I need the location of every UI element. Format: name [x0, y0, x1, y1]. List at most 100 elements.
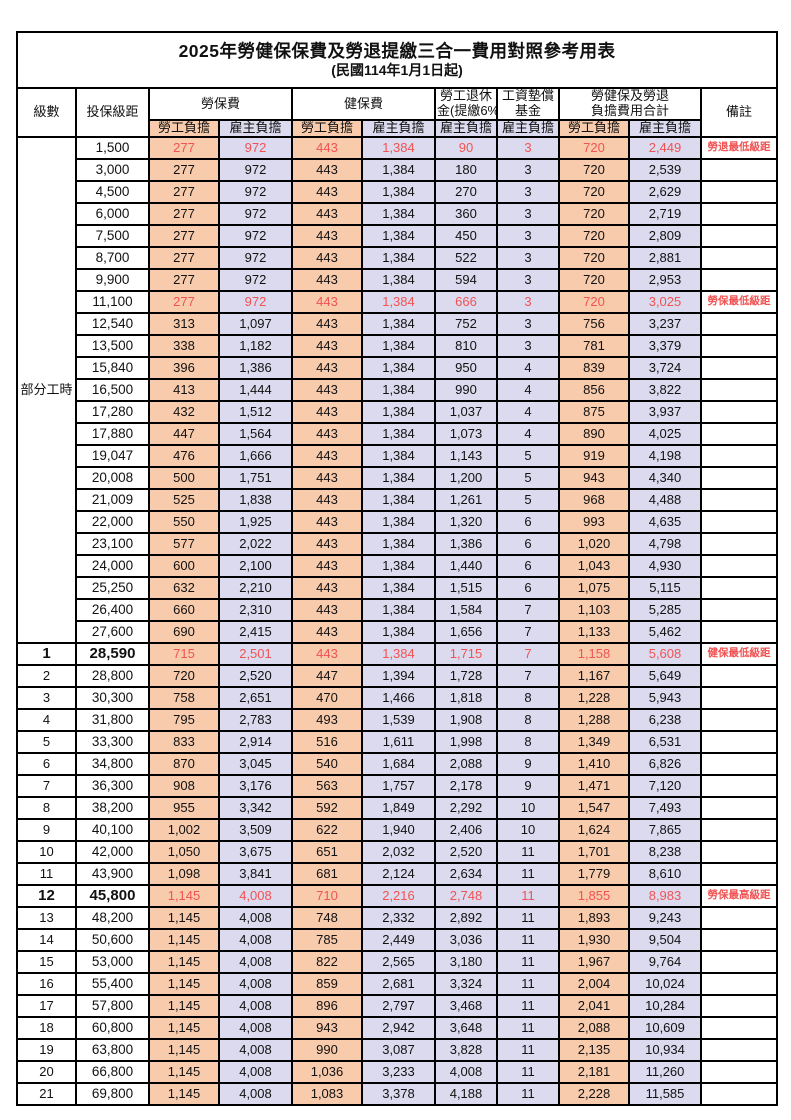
value-cell: 3: [496, 158, 560, 182]
value-cell: 10,024: [628, 972, 702, 996]
value-cell: 2,332: [361, 906, 436, 930]
value-cell: 1,349: [558, 730, 630, 754]
table-row: 5 33,300 833 2,914 516 1,611 1,998 8 1,349 6,531: [16, 730, 779, 754]
value-cell: 1,145: [148, 1038, 220, 1062]
remark-cell: [699, 180, 779, 204]
value-cell: 11: [496, 884, 560, 908]
value-cell: 632: [148, 576, 220, 600]
table-row: 6,000 277 972 443 1,384 360 3 720 2,719: [17, 202, 779, 226]
value-cell: 1,098: [148, 862, 220, 886]
value-cell: 715: [148, 642, 220, 666]
bracket-cell: 23,100: [75, 532, 150, 556]
value-cell: 1,925: [218, 510, 293, 534]
table-row: 13,500 338 1,182 443 1,384 810 3 781 3,379: [17, 334, 779, 358]
value-cell: 10: [496, 796, 560, 820]
value-cell: 3,675: [218, 840, 293, 864]
value-cell: 7: [496, 642, 560, 666]
bracket-cell: 12,540: [75, 312, 150, 336]
bracket-cell: 16,500: [75, 378, 150, 402]
value-cell: 4,488: [628, 488, 702, 512]
value-cell: 3: [496, 312, 560, 336]
value-cell: 11: [496, 972, 560, 996]
table-row: 6 34,800 870 3,045 540 1,684 2,088 9 1,410 6,826: [16, 752, 779, 776]
value-cell: 4,025: [628, 422, 702, 446]
value-cell: 443: [291, 356, 363, 380]
value-cell: 943: [558, 466, 630, 490]
value-cell: 690: [148, 620, 220, 644]
header-row-3: 勞工負擔 雇主負擔 勞工負擔 雇主負擔 雇主負擔 雇主負擔 勞工負擔 雇主負擔: [17, 119, 777, 138]
value-cell: 919: [558, 444, 630, 468]
remark-cell: [699, 1038, 779, 1062]
value-cell: 1,384: [361, 422, 436, 446]
value-cell: 4: [496, 422, 560, 446]
bracket-cell: 31,800: [75, 708, 150, 732]
value-cell: 277: [148, 290, 220, 314]
col-header-remarks: 備註: [699, 87, 779, 138]
bracket-cell: 53,000: [75, 950, 150, 974]
value-cell: 3,342: [218, 796, 293, 820]
value-cell: 1,050: [148, 840, 220, 864]
value-cell: 839: [558, 356, 630, 380]
value-cell: 8,610: [628, 862, 702, 886]
remark-cell: [699, 378, 779, 402]
value-cell: 2,124: [361, 862, 436, 886]
value-cell: 3,180: [434, 950, 498, 974]
subheader-health-employer: 雇主負擔: [361, 119, 436, 138]
value-cell: 1,547: [558, 796, 630, 820]
value-cell: 4,008: [434, 1060, 498, 1084]
value-cell: 1,893: [558, 906, 630, 930]
value-cell: 972: [218, 246, 293, 270]
value-cell: 2,310: [218, 598, 293, 622]
value-cell: 1,751: [218, 466, 293, 490]
table-row: 22,000 550 1,925 443 1,384 1,320 6 993 4,635: [17, 510, 779, 534]
value-cell: 660: [148, 598, 220, 622]
value-cell: 1,384: [361, 466, 436, 490]
value-cell: 443: [291, 158, 363, 182]
value-cell: 1,083: [291, 1082, 363, 1106]
table-row: 24,000 600 2,100 443 1,384 1,440 6 1,043 4,930: [17, 554, 779, 578]
value-cell: 1,564: [218, 422, 293, 446]
level-cell: 17: [16, 994, 77, 1018]
value-cell: 443: [291, 422, 363, 446]
value-cell: 2,449: [361, 928, 436, 952]
value-cell: 3: [496, 268, 560, 292]
value-cell: 1,073: [434, 422, 498, 446]
value-cell: 11: [496, 1038, 560, 1062]
table-title-block: 2025年勞健保保費及勞退提繳三合一費用對照參考用表 (民國114年1月1日起): [15, 31, 779, 89]
value-cell: 1,133: [558, 620, 630, 644]
level-cell: 10: [16, 840, 77, 864]
value-cell: 955: [148, 796, 220, 820]
remark-cell: [699, 994, 779, 1018]
value-cell: 2,216: [361, 884, 436, 908]
subheader-total-employee: 勞工負擔: [558, 119, 630, 138]
value-cell: 6: [496, 510, 560, 534]
table-row: 8,700 277 972 443 1,384 522 3 720 2,881: [17, 246, 779, 270]
bracket-cell: 48,200: [75, 906, 150, 930]
bracket-cell: 36,300: [75, 774, 150, 798]
value-cell: 972: [218, 202, 293, 226]
bracket-cell: 11,100: [75, 290, 150, 314]
value-cell: 758: [148, 686, 220, 710]
value-cell: 396: [148, 356, 220, 380]
col-header-wage-fund-line2: 基金: [496, 104, 560, 121]
value-cell: 1,145: [148, 972, 220, 996]
value-cell: 2,892: [434, 906, 498, 930]
bracket-cell: 22,000: [75, 510, 150, 534]
bracket-cell: 7,500: [75, 224, 150, 248]
value-cell: 1,384: [361, 136, 436, 160]
value-cell: 2,634: [434, 862, 498, 886]
value-cell: 2,292: [434, 796, 498, 820]
value-cell: 447: [148, 422, 220, 446]
table-row: 16 55,400 1,145 4,008 859 2,681 3,324 11 2,004 10…: [16, 972, 779, 996]
value-cell: 1,020: [558, 532, 630, 556]
value-cell: 972: [218, 268, 293, 292]
value-cell: 4,798: [628, 532, 702, 556]
level-cell: 1: [16, 642, 77, 666]
remark-cell: [699, 1060, 779, 1084]
table-row: 3,000 277 972 443 1,384 180 3 720 2,539: [17, 158, 779, 182]
table-row: 14 50,600 1,145 4,008 785 2,449 3,036 11 1,930 9,…: [16, 928, 779, 952]
table-row: 17,880 447 1,564 443 1,384 1,073 4 890 4,025: [17, 422, 779, 446]
value-cell: 2,797: [361, 994, 436, 1018]
value-cell: 795: [148, 708, 220, 732]
table-row: 17,280 432 1,512 443 1,384 1,037 4 875 3,937: [17, 400, 779, 424]
